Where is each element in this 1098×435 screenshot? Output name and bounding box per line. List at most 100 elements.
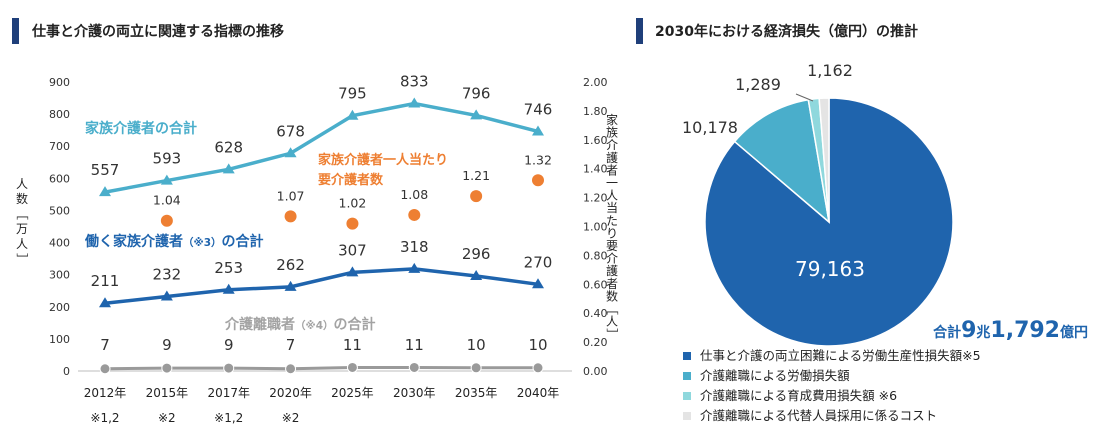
x-tick-label: 2020年 [269,386,312,400]
data-point [470,269,483,280]
y2-tick-label: 2.00 [583,76,608,89]
data-label: 11 [405,336,424,354]
data-label: 10 [467,336,486,354]
pie-slice [733,98,831,224]
right-title-marker [636,18,643,44]
y-tick-label: 600 [49,172,70,185]
data-label: 7 [100,336,110,354]
data-point [160,290,173,301]
pie-slice [818,97,830,223]
series-name-family-caregivers: 家族介護者の合計 [85,120,197,137]
series-name-care-leavers: 介護離職者（※4）の合計 [224,316,376,333]
data-point [99,186,111,197]
legend-label: 介護離職による労働損失額 [700,368,850,383]
y-axis-label-char: ］ [15,253,29,265]
data-point [222,283,235,294]
data-label: 307 [338,241,367,259]
series-name-ratio-line1: 家族介護者一人当たり [318,152,448,168]
ratio-point [346,217,359,230]
y2-tick-label: 1.20 [583,192,608,205]
x-tick-note: ※2 [158,411,176,425]
data-point [222,163,235,174]
y-axis-label-char: 数 [16,191,28,206]
ratio-point [408,208,421,221]
data-label: 296 [462,245,491,263]
pie-value-label: 1,162 [807,61,853,80]
series-line [104,365,538,371]
x-tick-label: 2025年 [331,386,374,400]
ratio-point [470,190,483,203]
data-label: 746 [524,100,553,118]
data-label: 9 [224,336,234,354]
pie-total-part: 億円 [1060,324,1088,341]
x-tick-note: ※1,2 [90,411,119,425]
data-label: 270 [524,253,553,271]
ratio-label: 1.07 [277,188,305,203]
series-name-note: （※3） [183,236,222,249]
left-title-marker [12,18,19,44]
y-tick-label: 800 [49,108,70,121]
data-label: 795 [338,85,367,103]
y-tick-label: 100 [49,333,70,346]
data-label: 262 [276,256,305,274]
y2-axis-label-char: 者 [606,277,618,291]
y2-axis-label-char: 人 [606,315,618,329]
y-tick-label: 700 [49,140,70,153]
x-tick-label: 2017年 [207,386,250,400]
y2-axis-label-char: ］ [605,328,619,340]
data-point [285,363,297,375]
legend-label: 介護離職による代替人員採用に係るコスト [700,408,937,423]
series-line [104,101,539,194]
ratio-label: 1.04 [153,193,181,208]
data-label: 9 [162,336,172,354]
data-point [161,362,173,374]
legend-label: 仕事と介護の両立困難による労働生産性損失額※5 [700,348,981,363]
data-label: 796 [462,84,491,102]
pie-value-label: 10,178 [682,118,738,137]
ratio-label: 1.32 [524,152,552,167]
data-point [470,362,482,374]
x-tick-label: 2012年 [84,386,127,400]
pie-total-part: 合計 [933,324,961,341]
legend-label: 介護離職による育成費用損失額 ※6 [700,388,897,403]
y-tick-label: 200 [49,301,70,314]
legend-swatch [683,352,691,360]
data-point [408,97,421,108]
y2-tick-label: 0.40 [583,307,608,320]
series-name-ratio-line2: 要介護者数 [318,172,384,188]
y2-axis-label-char: 介 [606,138,618,152]
y2-axis-label-char: 介 [606,252,618,266]
data-point [99,363,111,375]
data-label: 557 [91,161,120,179]
y2-axis-label-char: 数 [606,288,618,303]
ratio-point [160,214,173,227]
legend-swatch [683,372,691,380]
data-point [284,147,297,158]
data-point [223,362,235,374]
data-label: 211 [91,272,120,290]
y2-tick-label: 1.00 [583,221,608,234]
x-tick-label: 2040年 [517,386,560,400]
series-name-text: 介護離職者 [224,316,295,333]
y2-tick-label: 0.00 [583,365,608,378]
y2-axis-label-char: 人 [606,189,618,203]
series-name-working-caregivers: 働く家族介護者（※3）の合計 [84,233,264,250]
y2-axis-label-char: ［ [605,303,619,315]
data-point [99,297,111,308]
x-tick-label: 2035年 [455,386,498,400]
data-point [408,361,420,373]
pie-total-label: 合計9兆1,792億円 [933,318,1088,343]
data-point [470,109,483,120]
pie-chart: 79,163 10,178 1,289 1,162 合計9兆1,792億円仕事と介護の両… [682,61,1088,423]
y2-tick-label: 0.20 [583,336,608,349]
data-label: 593 [153,150,182,168]
x-tick-note: ※2 [282,411,300,425]
y-tick-label: 300 [49,269,70,282]
pie-value-label: 79,163 [795,257,865,281]
data-point [160,174,173,185]
ratio-point [532,174,544,187]
data-point [284,280,297,291]
y2-axis-label-char: 護 [606,150,618,165]
y-axis-label-char: ［ [15,208,29,220]
data-label: 253 [214,259,243,277]
